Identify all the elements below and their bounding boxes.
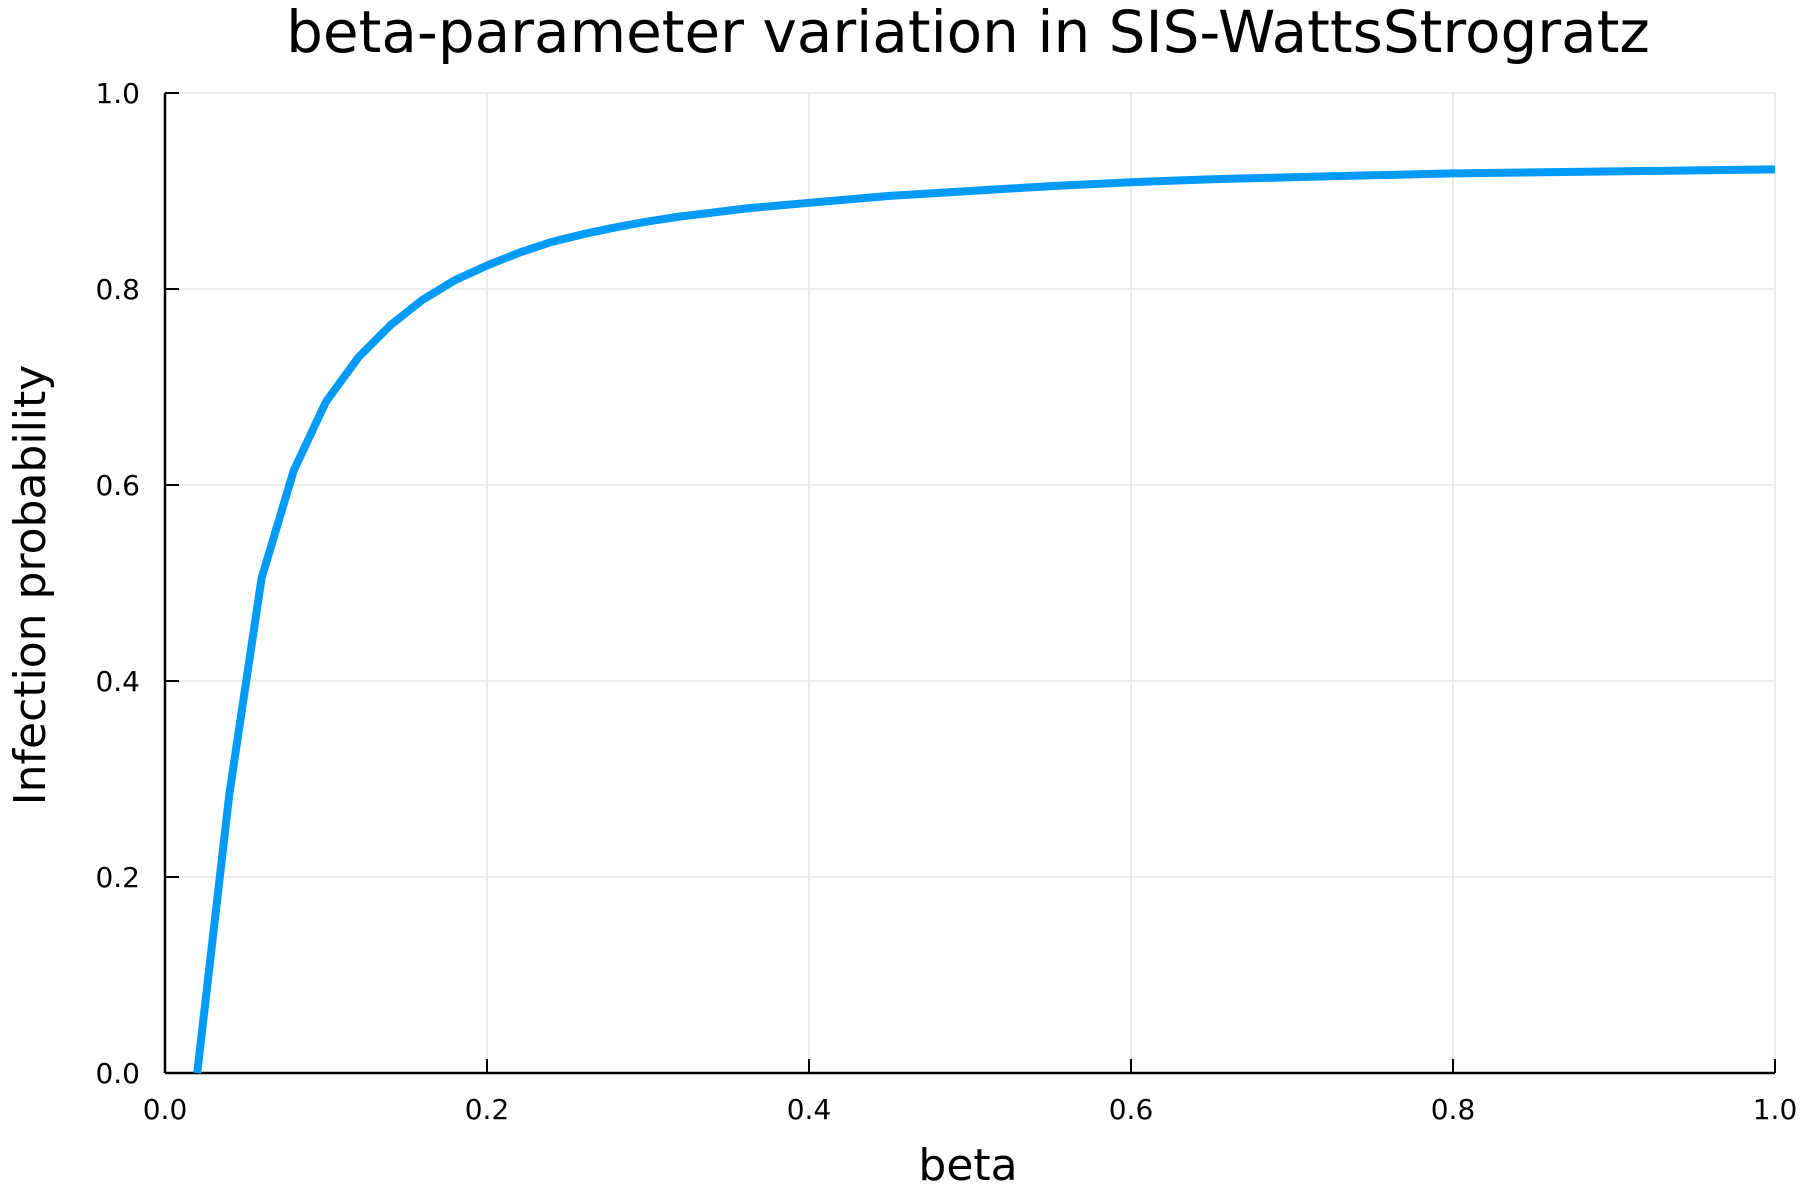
y-tick-label-1: 0.2 — [95, 861, 140, 894]
x-axis-title: beta — [918, 1140, 1017, 1191]
x-tick-label-3: 0.6 — [1109, 1093, 1154, 1126]
y-ticks: 0.0 0.2 0.4 0.6 0.8 1.0 — [95, 77, 179, 1090]
y-tick-label-3: 0.6 — [95, 469, 140, 502]
gridlines — [165, 92, 1776, 1073]
chart-title: beta-parameter variation in SIS-WattsStr… — [286, 0, 1650, 66]
x-ticks: 0.0 0.2 0.4 0.6 0.8 1.0 — [143, 1059, 1798, 1126]
series-group — [193, 165, 1776, 1074]
x-tick-label-2: 0.4 — [787, 1093, 832, 1126]
series-line-0 — [193, 165, 1776, 1074]
y-tick-label-4: 0.8 — [95, 273, 140, 306]
x-tick-label-0: 0.0 — [143, 1093, 188, 1126]
x-tick-label-5: 1.0 — [1753, 1093, 1798, 1126]
y-tick-label-2: 0.4 — [95, 665, 140, 698]
x-tick-label-1: 0.2 — [465, 1093, 510, 1126]
axes — [163, 93, 1775, 1075]
y-tick-label-5: 1.0 — [95, 77, 140, 110]
y-axis-title: Infection probability — [5, 365, 56, 806]
y-tick-label-0: 0.0 — [95, 1057, 140, 1090]
x-tick-label-4: 0.8 — [1431, 1093, 1476, 1126]
